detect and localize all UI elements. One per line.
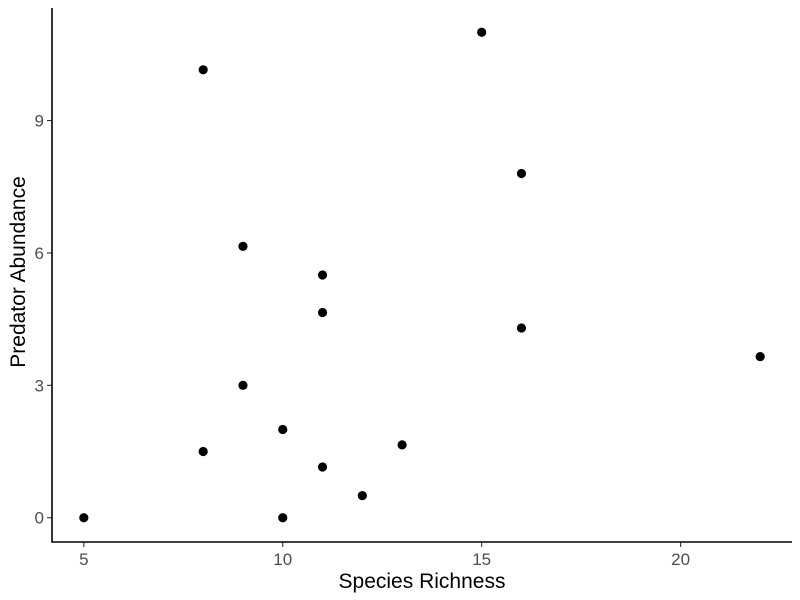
data-point-12	[477, 27, 487, 37]
y-axis-ticks: 0 3 6 9	[35, 112, 52, 528]
data-point-6	[278, 513, 288, 523]
y-tick-label-3: 3	[35, 376, 44, 395]
y-tick-label-0: 0	[35, 509, 44, 528]
data-point-14	[516, 323, 527, 333]
data-point-15	[755, 352, 765, 362]
x-tick-label-20: 20	[671, 550, 690, 569]
data-point-8	[317, 307, 328, 318]
data-point-1	[198, 65, 208, 75]
data-point-11	[397, 440, 407, 450]
data-point-9	[317, 462, 328, 472]
data-point-10	[357, 491, 367, 501]
x-axis-title: Species Richness	[339, 570, 506, 593]
data-point-2	[198, 446, 208, 457]
data-point-0	[79, 513, 89, 523]
points-layer	[79, 27, 765, 523]
data-point-4	[238, 380, 248, 390]
x-axis-ticks: 5 10 15 20	[79, 542, 690, 569]
data-point-3	[238, 241, 248, 251]
y-axis-title: Predator Abundance	[7, 176, 30, 367]
x-tick-label-15: 15	[472, 550, 491, 569]
y-tick-label-9: 9	[35, 112, 44, 131]
x-tick-label-10: 10	[273, 550, 292, 569]
x-tick-label-5: 5	[79, 550, 88, 569]
data-point-5	[278, 424, 288, 435]
y-tick-label-6: 6	[35, 244, 44, 263]
data-point-7	[317, 270, 328, 280]
data-point-13	[516, 168, 527, 179]
